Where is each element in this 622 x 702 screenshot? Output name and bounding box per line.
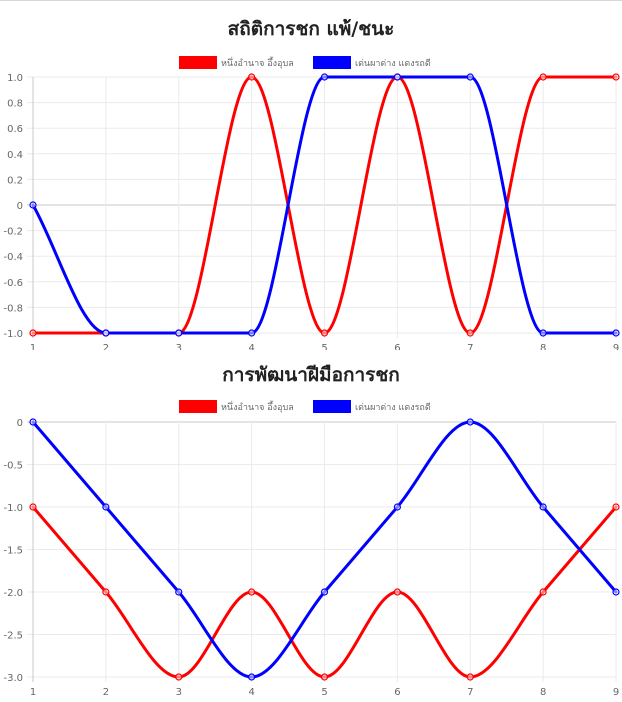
data-point[interactable] [102, 588, 110, 596]
x-tick-label: 6 [394, 687, 400, 698]
x-tick-label: 6 [394, 343, 400, 350]
chart-title: การพัฒนาฝีมือการชก [222, 364, 400, 386]
legend-item-1[interactable]: เด่นผาด่าง แดงรถดี [313, 56, 431, 69]
y-tick-label: 0 [17, 418, 23, 429]
y-tick-label: -1.5 [3, 546, 23, 557]
y-tick-label: 0 [17, 201, 23, 212]
data-point[interactable] [29, 329, 37, 337]
y-tick-label: -0.4 [3, 252, 23, 263]
y-tick-label: -3.0 [3, 673, 23, 684]
data-point[interactable] [612, 329, 620, 337]
legend-label: เด่นผาด่าง แดงรถดี [355, 58, 431, 69]
data-point[interactable] [393, 503, 401, 511]
legend: หนึ่งอำนาจ อึ้งอุบล เด่นผาด่าง แดงรถดี [179, 400, 431, 413]
data-point[interactable] [320, 673, 329, 681]
x-tick-label: 8 [540, 687, 546, 698]
y-tick-label: -0.5 [3, 461, 23, 472]
series-points [29, 73, 620, 337]
y-tick-label: -0.2 [3, 227, 23, 238]
grid [27, 76, 617, 338]
data-point[interactable] [102, 503, 110, 511]
legend-label: เด่นผาด่าง แดงรถดี [355, 402, 431, 413]
legend-item-1[interactable]: เด่นผาด่าง แดงรถดี [313, 400, 431, 413]
data-point[interactable] [612, 588, 620, 596]
data-point[interactable] [539, 588, 547, 596]
x-tick-label: 2 [103, 343, 109, 350]
data-point[interactable] [320, 73, 329, 81]
data-point[interactable] [248, 673, 256, 681]
y-tick-label: 1.0 [7, 73, 23, 84]
y-tick-label: -0.8 [3, 303, 23, 314]
data-point[interactable] [29, 201, 37, 209]
data-point[interactable] [393, 588, 401, 596]
data-point[interactable] [612, 73, 620, 81]
data-point[interactable] [29, 418, 37, 426]
y-tick-label: -2.5 [3, 631, 23, 642]
y-tick-label: 0.2 [7, 175, 23, 186]
legend-swatch-red [179, 56, 217, 69]
x-tick-label: 8 [540, 343, 546, 350]
data-point[interactable] [466, 418, 474, 426]
y-tick-label: -2.0 [3, 588, 23, 599]
chart-title: สถิติการชก แพ้/ชนะ [228, 18, 395, 40]
data-point[interactable] [29, 503, 37, 511]
data-point[interactable] [539, 73, 547, 81]
legend: หนึ่งอำนาจ อึ้งอุบล เด่นผาด่าง แดงรถดี [179, 56, 431, 69]
data-point[interactable] [320, 588, 329, 596]
x-tick-label: 3 [176, 343, 182, 350]
data-point[interactable] [539, 503, 547, 511]
x-tick-label: 5 [321, 343, 327, 350]
data-point[interactable] [466, 673, 474, 681]
chart-win-loss: สถิติการชก แพ้/ชนะ หนึ่งอำนาจ อึ้งอุบล เ… [3, 18, 620, 350]
y-tick-label: -0.6 [3, 278, 23, 289]
data-point[interactable] [612, 503, 620, 511]
series-points [29, 418, 620, 681]
x-tick-label: 4 [248, 343, 254, 350]
data-point[interactable] [539, 329, 547, 337]
x-tick-label: 9 [613, 343, 619, 350]
x-tick-label: 4 [248, 687, 254, 698]
y-axis-ticks: 0 -0.5 -1.0 -1.5 -2.0 -2.5 -3.0 [3, 418, 23, 684]
y-tick-label: 0.6 [7, 124, 23, 135]
data-point[interactable] [102, 329, 110, 337]
data-point[interactable] [248, 329, 256, 337]
data-point[interactable] [175, 588, 183, 596]
legend-swatch-blue [313, 56, 351, 69]
grid [27, 421, 617, 682]
legend-label: หนึ่งอำนาจ อึ้งอุบล [221, 400, 294, 413]
x-tick-label: 3 [176, 687, 182, 698]
top-divider [0, 0, 622, 1]
chart-skill-development: การพัฒนาฝีมือการชก หนึ่งอำนาจ อึ้งอุบล เ… [3, 364, 620, 698]
legend-swatch-blue [313, 400, 351, 413]
y-tick-label: -1.0 [3, 503, 23, 514]
x-tick-label: 9 [613, 687, 619, 698]
x-tick-label: 7 [467, 687, 473, 698]
x-tick-label: 1 [30, 687, 36, 698]
legend-label: หนึ่งอำนาจ อึ้งอุบล [221, 56, 294, 69]
x-tick-label: 5 [321, 687, 327, 698]
data-point[interactable] [248, 73, 256, 81]
y-tick-label: -1.0 [3, 329, 23, 340]
x-tick-label: 2 [103, 687, 109, 698]
x-tick-label: 7 [467, 343, 473, 350]
data-point[interactable] [393, 73, 401, 81]
x-axis-ticks: 1 2 3 4 5 6 7 8 9 [30, 687, 619, 698]
data-point[interactable] [320, 329, 329, 337]
y-tick-label: 0.4 [7, 150, 23, 161]
y-tick-label: 0.8 [7, 99, 23, 110]
legend-swatch-red [179, 400, 217, 413]
data-point[interactable] [248, 588, 256, 596]
x-axis-ticks: 1 2 3 4 5 6 7 8 9 [30, 343, 619, 350]
legend-item-0[interactable]: หนึ่งอำนาจ อึ้งอุบล [179, 400, 294, 413]
data-point[interactable] [175, 329, 183, 337]
legend-item-0[interactable]: หนึ่งอำนาจ อึ้งอุบล [179, 56, 294, 69]
x-tick-label: 1 [30, 343, 36, 350]
y-axis-ticks: 1.0 0.8 0.6 0.4 0.2 0 -0.2 -0.4 -0.6 -0.8 -1.0 [3, 73, 23, 340]
data-point[interactable] [466, 73, 474, 81]
series-line-blue [31, 75, 618, 335]
data-point[interactable] [175, 673, 183, 681]
data-point[interactable] [466, 329, 474, 337]
